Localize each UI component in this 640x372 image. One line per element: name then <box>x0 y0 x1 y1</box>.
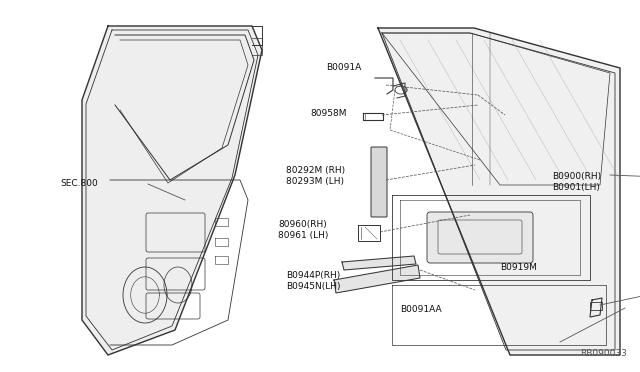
Bar <box>590 302 602 310</box>
Text: 80958M: 80958M <box>310 109 346 118</box>
Text: B0091A: B0091A <box>326 64 361 73</box>
Text: B0919M: B0919M <box>500 263 537 273</box>
Text: B0900(RH)
B0901(LH): B0900(RH) B0901(LH) <box>552 172 601 192</box>
Polygon shape <box>378 28 620 355</box>
FancyBboxPatch shape <box>427 212 533 263</box>
Text: B0944P(RH)
B0945N(LH): B0944P(RH) B0945N(LH) <box>286 271 340 291</box>
Polygon shape <box>334 265 420 293</box>
Text: 80960(RH)
80961 (LH): 80960(RH) 80961 (LH) <box>278 220 328 240</box>
Polygon shape <box>82 26 262 355</box>
Polygon shape <box>342 256 416 270</box>
FancyBboxPatch shape <box>371 147 387 217</box>
Text: SEC.800: SEC.800 <box>60 180 98 189</box>
Text: B0091AA: B0091AA <box>400 305 442 314</box>
Text: RB090033: RB090033 <box>580 349 627 358</box>
Text: 80292M (RH)
80293M (LH): 80292M (RH) 80293M (LH) <box>286 166 345 186</box>
